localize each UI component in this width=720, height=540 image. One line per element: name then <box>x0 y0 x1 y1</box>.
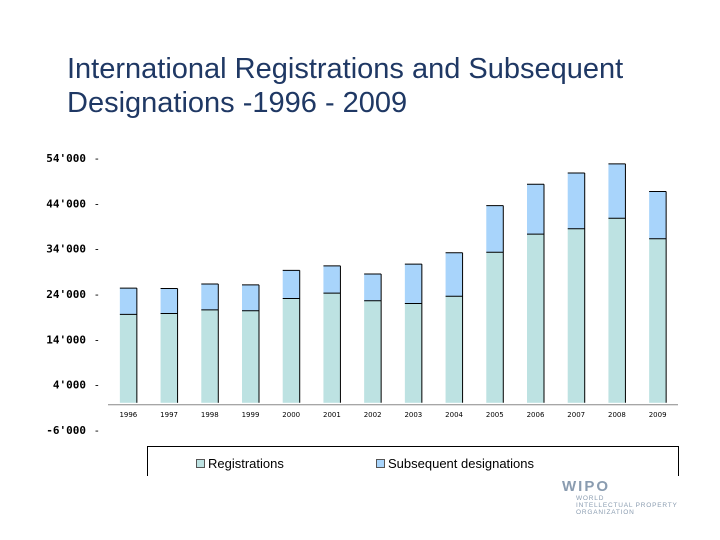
title-line-1: International Registrations and Subseque… <box>67 53 624 85</box>
bar-registrations <box>567 228 585 403</box>
bar-registrations <box>282 298 300 403</box>
bar-subsequent-designations <box>282 270 300 299</box>
bar-subsequent-designations <box>364 274 382 301</box>
bar-subsequent-designations <box>201 284 219 310</box>
bar-registrations <box>364 300 382 403</box>
legend-label-subsequent: Subsequent designations <box>388 456 535 471</box>
logo-line-3: ORGANIZATION <box>576 509 635 516</box>
y-tick-label: 54'000 <box>46 152 86 165</box>
y-tick-label: 24'000 <box>46 288 86 301</box>
title-line-2: Designations -1996 - 2009 <box>67 87 408 119</box>
y-tick-label: 14'000 <box>46 333 86 346</box>
x-tick-label: 2009 <box>649 411 667 419</box>
bar-registrations <box>649 238 667 403</box>
chart-legend: Registrations Subsequent designations <box>147 446 679 476</box>
y-tick-mark: - <box>95 198 99 210</box>
bar-subsequent-designations <box>160 288 178 314</box>
x-tick-label: 2004 <box>445 411 463 419</box>
logo-line-1: WORLD <box>576 495 605 502</box>
bar-subsequent-designations <box>486 205 504 253</box>
bar-subsequent-designations <box>527 184 544 235</box>
y-tick-mark: - <box>95 153 99 165</box>
bar-registrations <box>527 234 544 403</box>
x-tick-label: 1996 <box>119 411 137 419</box>
bar-registrations <box>119 314 137 403</box>
bar-subsequent-designations <box>119 288 137 315</box>
bar-subsequent-designations <box>608 163 626 219</box>
x-tick-label: 2002 <box>364 411 382 419</box>
bar-registrations <box>404 303 422 403</box>
bar-subsequent-designations <box>445 252 463 297</box>
bar-registrations <box>242 310 259 403</box>
bar-subsequent-designations <box>567 172 585 229</box>
legend-item-subsequent: Subsequent designations <box>376 456 534 471</box>
y-tick-mark: - <box>95 380 99 392</box>
y-tick-label: 4'000 <box>53 379 86 392</box>
logo-mark: WIPO <box>562 478 610 495</box>
y-tick-label: -6'000 <box>46 424 86 437</box>
logo-line-2: INTELLECTUAL PROPERTY <box>576 502 678 509</box>
chart-title: International Registrations and Subseque… <box>67 52 707 120</box>
bar-subsequent-designations <box>404 264 422 304</box>
bar-subsequent-designations <box>242 284 259 311</box>
bar-registrations <box>160 313 178 403</box>
x-tick-label: 2005 <box>486 411 504 419</box>
x-tick-label: 2000 <box>282 411 300 419</box>
x-tick-label: 2007 <box>567 411 585 419</box>
legend-swatch-subsequent <box>376 459 385 468</box>
bar-registrations <box>323 293 341 403</box>
y-tick-mark: - <box>95 425 99 437</box>
y-tick-mark: - <box>95 289 99 301</box>
bar-registrations <box>608 218 626 403</box>
y-tick-label: 34'000 <box>46 243 86 256</box>
x-tick-label: 2001 <box>323 411 341 419</box>
y-tick-label: 44'000 <box>46 197 86 210</box>
bar-registrations <box>486 252 504 403</box>
wipo-logo: WIPO WORLD INTELLECTUAL PROPERTY ORGANIZ… <box>562 478 712 518</box>
x-tick-label: 2008 <box>608 411 626 419</box>
y-tick-mark: - <box>95 334 99 346</box>
x-tick-label: 1998 <box>201 411 219 419</box>
legend-label-registrations: Registrations <box>208 456 284 471</box>
legend-item-registrations: Registrations <box>196 456 284 471</box>
y-tick-mark: - <box>95 244 99 256</box>
bar-registrations <box>445 296 463 403</box>
bar-subsequent-designations <box>649 191 667 239</box>
bar-subsequent-designations <box>323 265 341 294</box>
bar-registrations <box>201 309 219 403</box>
legend-swatch-registrations <box>196 459 205 468</box>
x-tick-label: 2006 <box>527 411 545 419</box>
x-tick-label: 2003 <box>404 411 422 419</box>
x-tick-label: 1997 <box>160 411 178 419</box>
x-tick-label: 1999 <box>242 411 260 419</box>
